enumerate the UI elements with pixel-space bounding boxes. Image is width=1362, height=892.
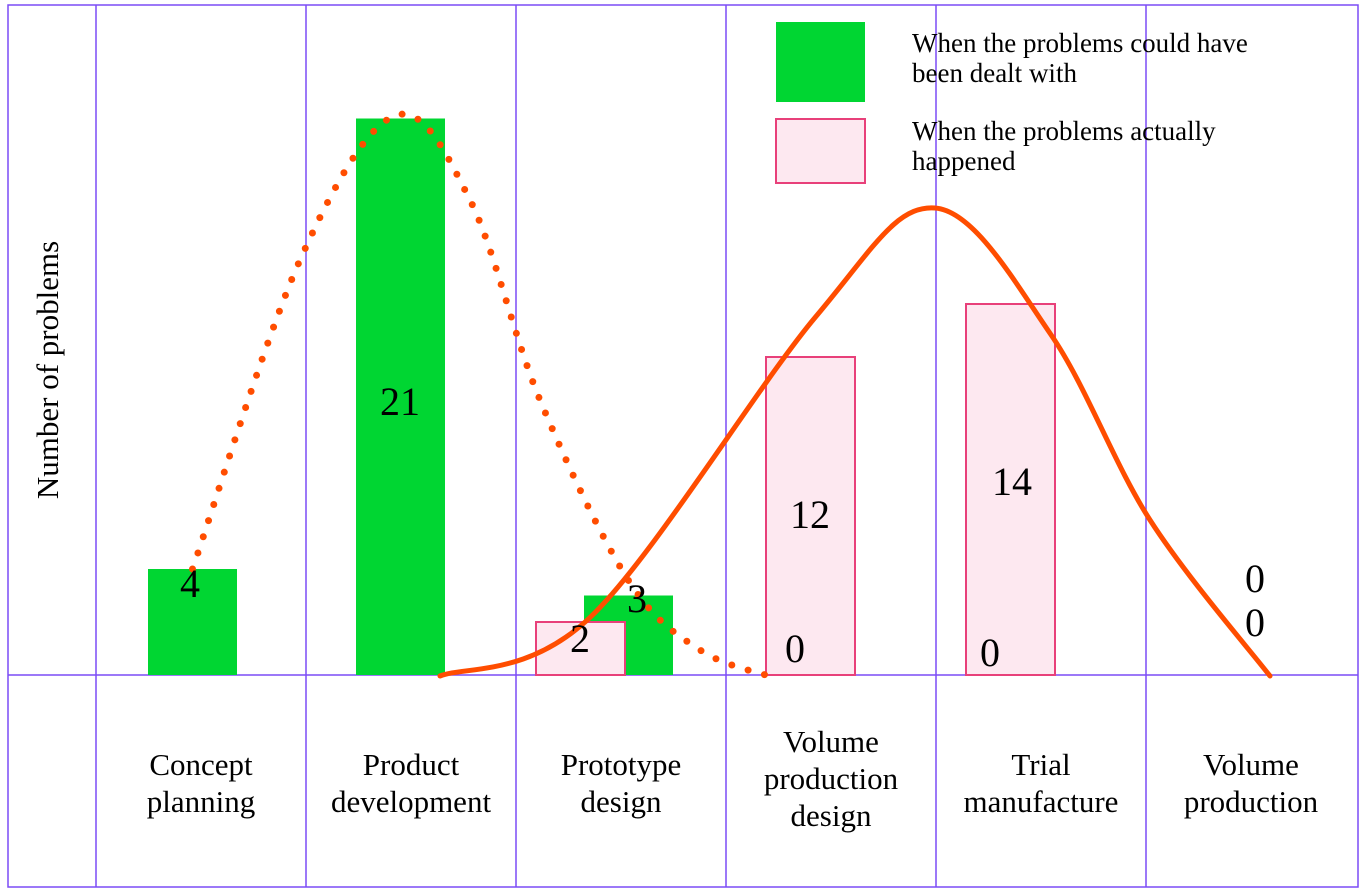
legend-swatch-happened [775, 118, 866, 184]
bars [148, 118, 1056, 676]
value-label-dealt: 4 [180, 561, 200, 606]
category-label: Trial manufacture [964, 747, 1119, 819]
bar-happened [765, 356, 856, 676]
trend-curve-dealt [189, 110, 776, 681]
category-label: Prototype design [561, 747, 682, 819]
value-label-dealt: 21 [380, 379, 420, 424]
category-label: Product development [331, 747, 492, 819]
trend-curves [189, 110, 1273, 681]
trend-curve-happened [437, 205, 1273, 679]
legend-swatch-dealt [776, 22, 865, 102]
y-axis-label: Number of problems [30, 241, 65, 499]
value-label-happened: 14 [992, 459, 1032, 504]
frame [7, 4, 1359, 888]
legend-label-dealt: When the problems could have been dealt w… [912, 28, 1248, 88]
bar-dealt [356, 118, 445, 675]
value-label-dealt: 0 [785, 626, 805, 671]
value-label-dealt: 0 [1245, 556, 1265, 601]
value-label-happened: 2 [570, 616, 590, 661]
value-label-dealt: 0 [980, 630, 1000, 675]
bar-happened [965, 303, 1056, 676]
labels: 4 Concept planning 21 Product development 32 Pr… [147, 379, 1319, 833]
value-label-dealt: 3 [627, 576, 647, 621]
bar-dealt [148, 569, 237, 675]
grid [7, 4, 1359, 888]
value-label-happened: 12 [790, 492, 830, 537]
category-label: Volume production design [764, 724, 899, 833]
legend: When the problems could have been dealt w… [775, 22, 1248, 184]
legend-label-happened: When the problems actually happened [912, 116, 1216, 176]
value-label-happened: 0 [1245, 600, 1265, 645]
category-label: Volume production [1184, 747, 1319, 819]
category-label: Concept planning [147, 747, 256, 819]
